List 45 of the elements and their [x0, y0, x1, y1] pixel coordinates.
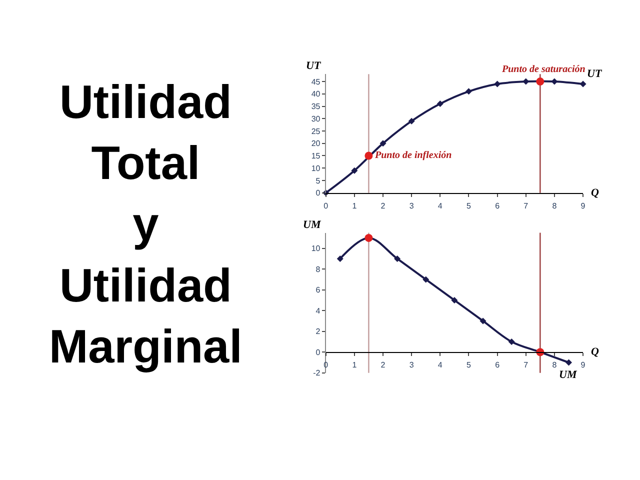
x-tick-label: 3 — [409, 360, 414, 370]
x-tick-label: 9 — [580, 360, 586, 370]
x-tick-label: 9 — [580, 201, 586, 210]
x-tick-label: 1 — [352, 201, 358, 210]
text: Utilidad Total y Utilidad Marginal — [49, 75, 242, 372]
y-tick-label: 45 — [311, 77, 321, 86]
x-tick-label: 7 — [524, 360, 529, 370]
annotation: Punto de saturación — [502, 64, 586, 75]
y-tick-label: 0 — [316, 348, 321, 357]
x-axis-title: Q — [591, 346, 599, 358]
x-axis-title: Q — [591, 187, 599, 199]
y-tick-label: 0 — [316, 188, 321, 198]
series-label: UT — [587, 68, 603, 80]
x-tick-label: 5 — [466, 360, 472, 370]
y-tick-label: 6 — [316, 286, 321, 295]
y-tick-label: 2 — [316, 327, 321, 336]
y-tick-label: 35 — [311, 102, 321, 112]
y-axis-title: UM — [303, 219, 322, 231]
x-tick-label: 4 — [438, 360, 443, 370]
y-tick-label: 20 — [311, 139, 321, 148]
y-tick-label: 15 — [311, 152, 321, 161]
x-tick-label: 3 — [409, 201, 414, 210]
x-tick-label: 6 — [495, 201, 500, 210]
x-tick-label: 2 — [380, 201, 386, 210]
x-tick-label: 7 — [524, 201, 529, 210]
y-tick-label: 4 — [316, 306, 321, 316]
y-tick-label: 40 — [311, 90, 321, 99]
x-tick-label: 2 — [380, 360, 386, 370]
y-tick-label: 25 — [311, 126, 321, 136]
x-tick-label: 4 — [438, 201, 443, 210]
x-tick-label: 1 — [352, 360, 358, 370]
series-label: UM — [559, 369, 578, 381]
y-tick-label: 8 — [316, 264, 321, 274]
x-tick-label: 0 — [324, 201, 329, 210]
y-tick-label: -2 — [313, 368, 321, 378]
annotation: Punto de inflexión — [375, 150, 452, 161]
x-tick-label: 5 — [466, 201, 472, 210]
y-tick-label: 30 — [311, 114, 321, 124]
x-tick-label: 8 — [552, 360, 558, 370]
y-tick-label: 10 — [311, 164, 321, 173]
x-tick-label: 8 — [552, 201, 558, 210]
y-tick-label: 10 — [311, 244, 321, 254]
y-tick-label: 5 — [316, 176, 321, 186]
y-axis-title: UT — [306, 60, 322, 72]
x-tick-label: 6 — [495, 360, 500, 370]
